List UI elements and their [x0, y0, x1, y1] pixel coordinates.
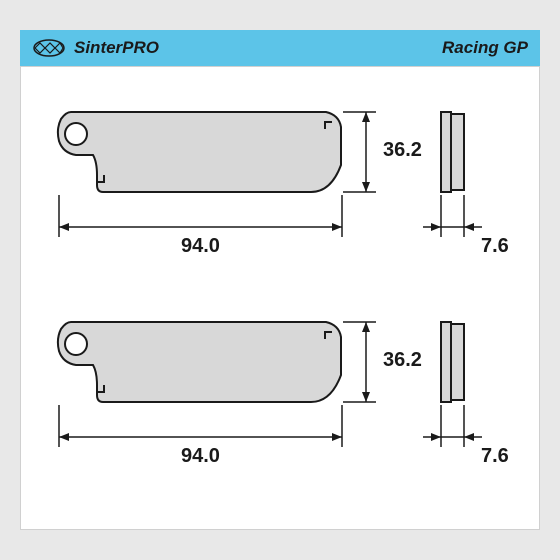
- header-bar: SinterPRO Racing GP: [20, 30, 540, 66]
- dim-height-1: 36.2: [383, 139, 422, 162]
- product-name: Racing GP: [442, 38, 528, 58]
- brand-block: SinterPRO: [32, 38, 159, 58]
- brand-name: SinterPRO: [74, 38, 159, 58]
- dim-width-2: 94.0: [181, 445, 220, 468]
- dimension-drawing: [21, 67, 539, 529]
- dim-thickness-2: 7.6: [481, 445, 509, 468]
- brand-logo-icon: [32, 38, 66, 58]
- dim-width-1: 94.0: [181, 235, 220, 258]
- dim-thickness-1: 7.6: [481, 235, 509, 258]
- dim-height-2: 36.2: [383, 349, 422, 372]
- diagram-area: 36.2 94.0 7.6 36.2 94.0 7.6: [20, 66, 540, 530]
